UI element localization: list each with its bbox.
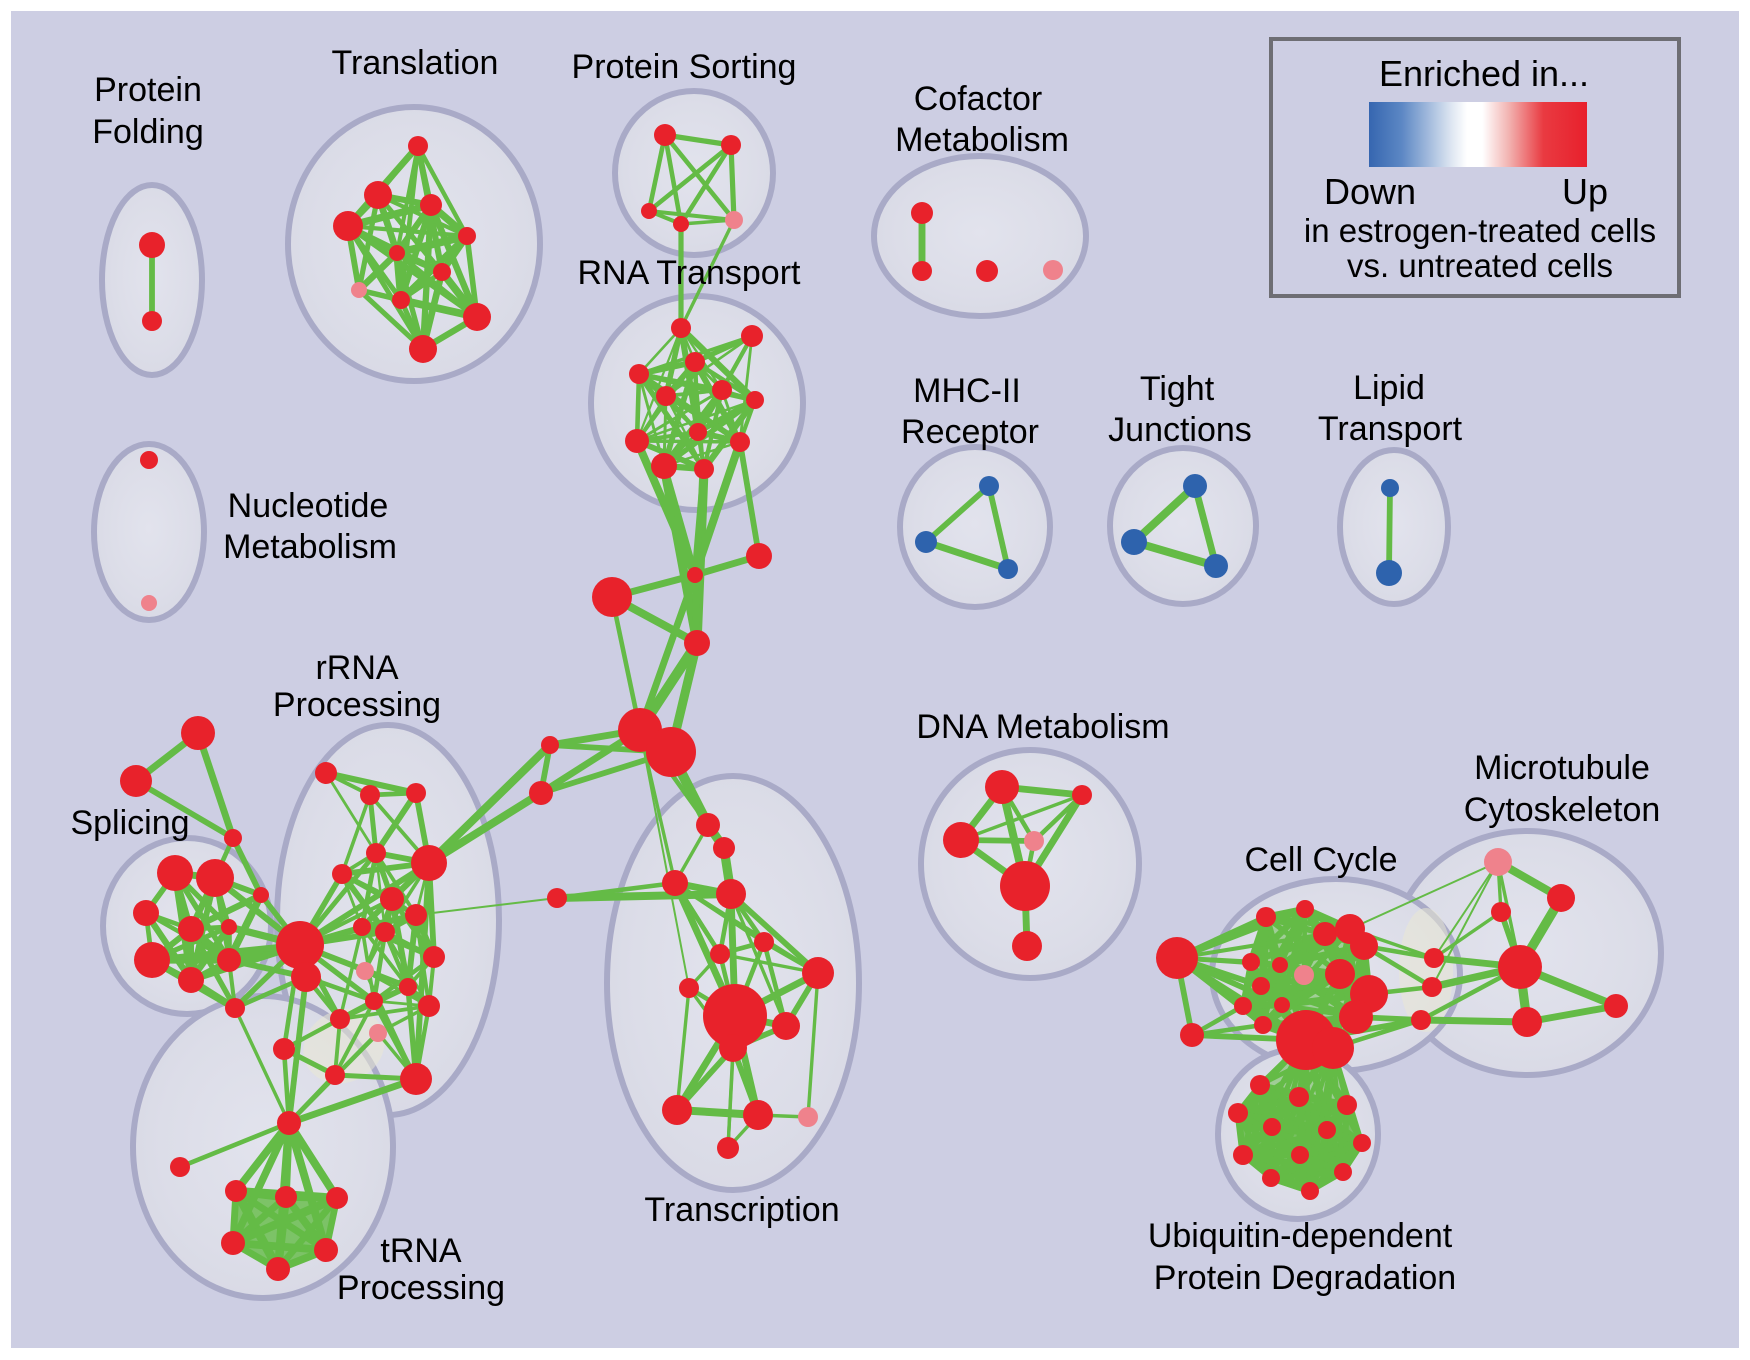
svg-text:tRNA: tRNA [380, 1232, 462, 1270]
svg-text:Metabolism: Metabolism [895, 121, 1069, 159]
svg-text:MHC-II: MHC-II [913, 372, 1021, 410]
svg-text:Microtubule: Microtubule [1474, 749, 1650, 787]
svg-text:Cofactor: Cofactor [914, 80, 1043, 118]
svg-text:rRNA: rRNA [315, 649, 398, 687]
svg-text:Lipid: Lipid [1353, 369, 1425, 407]
svg-text:Cytoskeleton: Cytoskeleton [1464, 791, 1661, 829]
svg-text:Ubiquitin-dependent: Ubiquitin-dependent [1148, 1217, 1453, 1255]
svg-text:Processing: Processing [337, 1269, 505, 1307]
svg-text:Splicing: Splicing [70, 804, 189, 842]
svg-text:Translation: Translation [332, 44, 499, 82]
svg-text:Protein Degradation: Protein Degradation [1154, 1259, 1456, 1297]
svg-text:Protein: Protein [94, 71, 202, 109]
svg-text:Processing: Processing [273, 686, 441, 724]
svg-text:Down: Down [1324, 171, 1416, 212]
svg-text:DNA Metabolism: DNA Metabolism [916, 708, 1169, 746]
svg-text:Transport: Transport [1318, 410, 1463, 448]
svg-text:RNA Transport: RNA Transport [578, 254, 802, 292]
svg-text:Enriched in...: Enriched in... [1379, 53, 1589, 94]
svg-text:Receptor: Receptor [901, 413, 1039, 451]
svg-text:Up: Up [1562, 171, 1608, 212]
svg-text:Metabolism: Metabolism [223, 528, 397, 566]
svg-text:Protein Sorting: Protein Sorting [572, 48, 797, 86]
svg-text:Nucleotide: Nucleotide [228, 487, 389, 525]
svg-text:vs. untreated cells: vs. untreated cells [1347, 247, 1613, 284]
svg-text:Folding: Folding [92, 113, 204, 151]
svg-text:Tight: Tight [1140, 370, 1215, 408]
svg-text:Junctions: Junctions [1108, 411, 1252, 449]
svg-text:Transcription: Transcription [644, 1191, 839, 1229]
svg-text:Cell Cycle: Cell Cycle [1244, 841, 1397, 879]
svg-text:in estrogen-treated cells: in estrogen-treated cells [1304, 212, 1656, 249]
